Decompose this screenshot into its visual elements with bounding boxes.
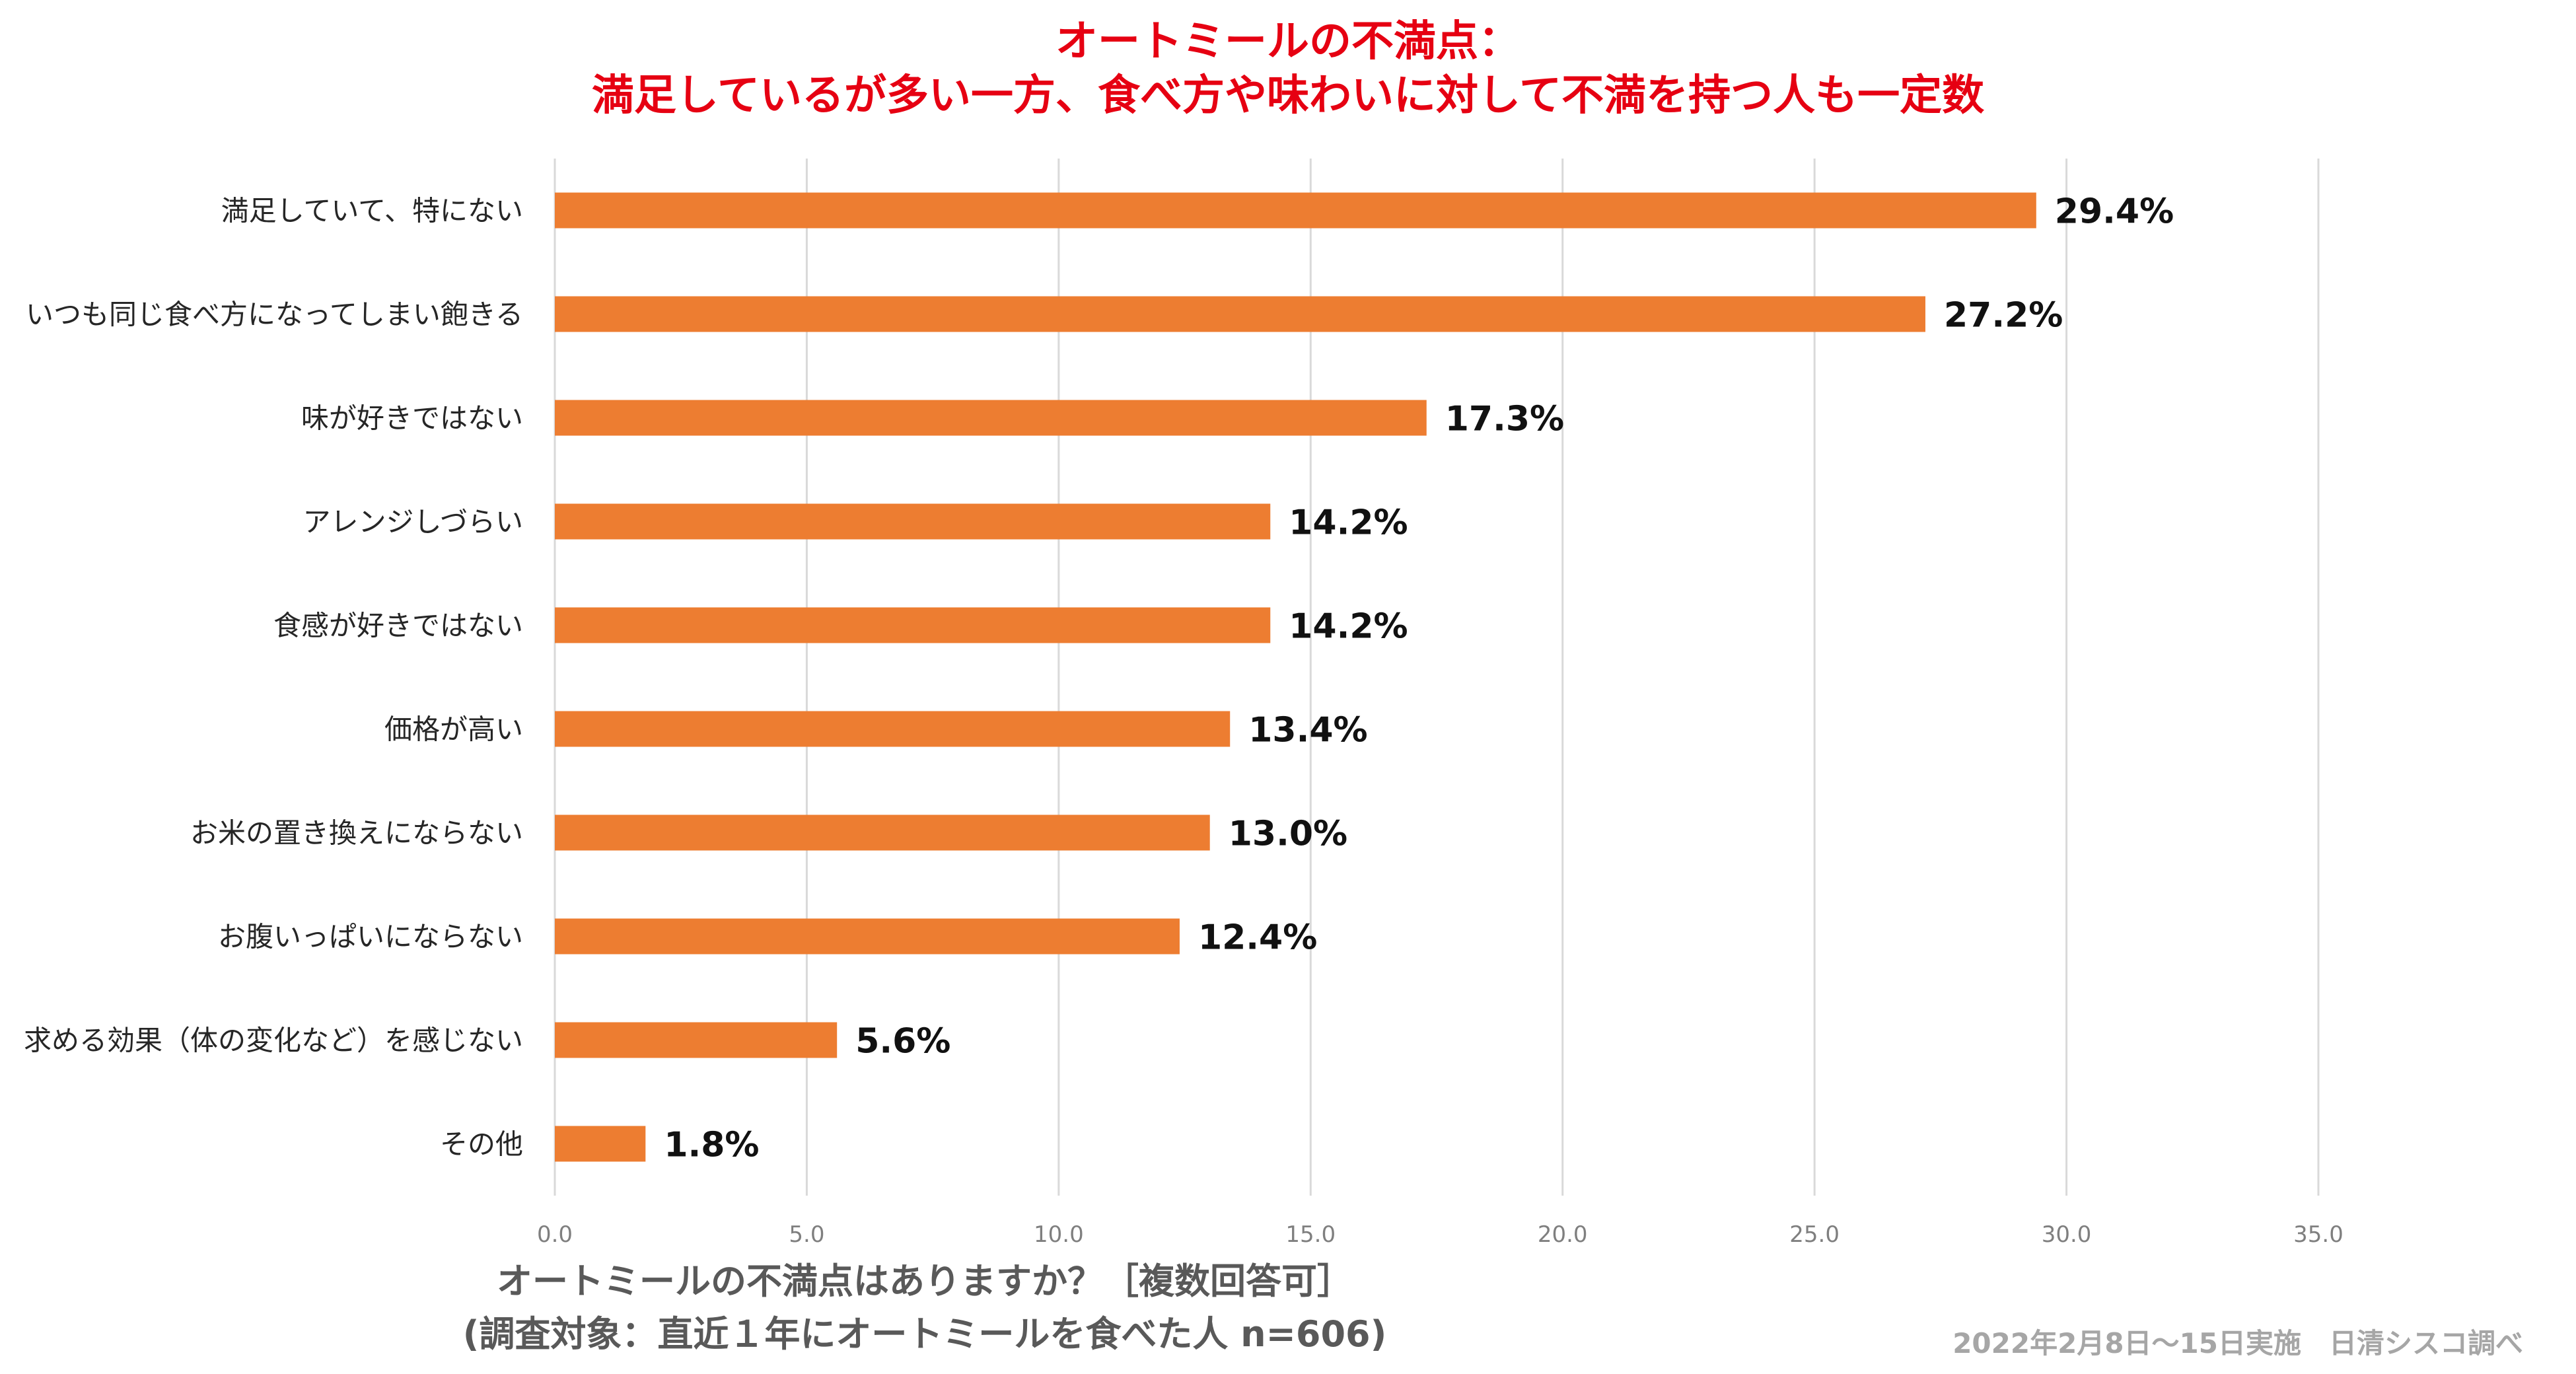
x-tick-label: 30.0: [2042, 1221, 2092, 1248]
category-label: 味が好きではない: [301, 402, 523, 435]
x-axis-title: オートミールの不満点はありますか？［複数回答可］: [497, 1260, 1353, 1302]
category-label: いつも同じ食べ方になってしまい飽きる: [26, 299, 523, 331]
bars: [555, 192, 2036, 1162]
bar: [555, 607, 1271, 643]
data-label: 14.2%: [1289, 503, 1408, 543]
data-label: 1.8%: [664, 1126, 759, 1165]
category-label: 価格が高い: [384, 713, 523, 746]
data-label: 13.4%: [1248, 711, 1367, 750]
data-label: 5.6%: [855, 1022, 950, 1062]
category-label: お腹いっぱいにならない: [218, 921, 523, 953]
data-label: 29.4%: [2055, 192, 2174, 232]
x-axis-ticks: 0.0 5.0 10.0 15.0 20.0 25.0 30.0 35.0: [537, 1221, 2343, 1248]
chart-subtitle: 満足しているが多い一方、食べ方や味わいに対して不満を持つ人も一定数: [591, 71, 1985, 120]
bar: [555, 503, 1271, 540]
x-tick-label: 20.0: [1538, 1221, 1588, 1248]
x-tick-label: 5.0: [789, 1221, 824, 1248]
category-label: お米の置き換えにならない: [190, 817, 523, 850]
chart-title: オートミールの不満点：: [1055, 17, 1521, 66]
category-labels: 満足していて、特にないいつも同じ食べ方になってしまい飽きる味が好きではないアレン…: [24, 195, 523, 1161]
x-tick-label: 15.0: [1285, 1221, 1336, 1248]
bar: [555, 400, 1427, 436]
x-tick-label: 10.0: [1034, 1221, 1084, 1248]
category-label: アレンジしづらい: [303, 506, 523, 538]
bar: [555, 192, 2036, 229]
bar: [555, 1126, 646, 1162]
value-labels: 29.4% 27.2% 17.3% 14.2% 14.2% 13.4% 13.0% 12.4%…: [664, 192, 2174, 1165]
data-label: 27.2%: [1944, 296, 2063, 336]
x-tick-label: 35.0: [2293, 1221, 2343, 1248]
category-label: 求める効果（体の変化など）を感じない: [24, 1025, 523, 1057]
data-label: 14.2%: [1289, 607, 1408, 647]
category-label: 食感が好きではない: [273, 610, 523, 642]
bar: [555, 296, 1925, 332]
x-tick-label: 25.0: [1789, 1221, 1840, 1248]
bar: [555, 814, 1210, 851]
survey-footnote: 2022年2月8日～15日実施 日清シスコ調べ: [1952, 1327, 2523, 1359]
category-label: その他: [440, 1128, 523, 1161]
bar: [555, 1022, 838, 1058]
category-label: 満足していて、特にない: [221, 195, 523, 227]
data-label: 17.3%: [1445, 400, 1564, 439]
x-axis-subtitle: (調査対象：直近１年にオートミールを食べた人 n=606): [462, 1313, 1387, 1355]
data-label: 13.0%: [1229, 814, 1347, 854]
bar: [555, 918, 1180, 955]
bar: [555, 711, 1231, 747]
x-tick-label: 0.0: [537, 1221, 573, 1248]
data-label: 12.4%: [1198, 918, 1317, 958]
